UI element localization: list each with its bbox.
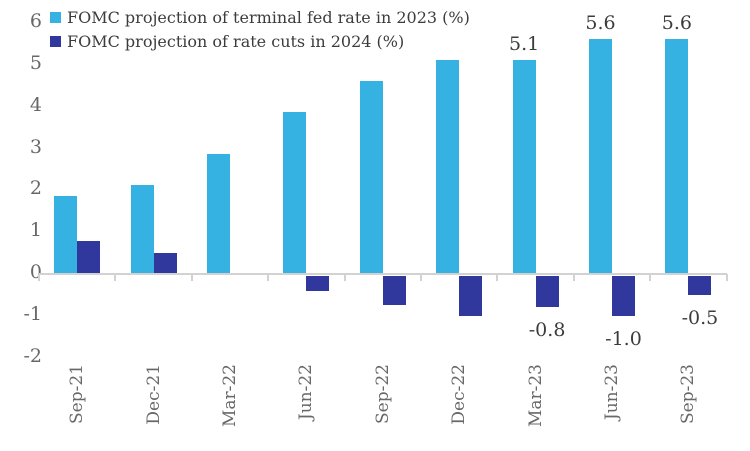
x-axis-tick-mark: [267, 274, 270, 281]
legend: FOMC projection of terminal fed rate in …: [50, 5, 470, 53]
bar-terminal-rate: [283, 112, 307, 274]
y-tick-label: 2: [29, 177, 42, 200]
y-tick-label: 4: [29, 93, 42, 116]
legend-item-rate-cuts: FOMC projection of rate cuts in 2024 (%): [50, 29, 470, 53]
x-axis-category-text: Dec-22: [449, 364, 470, 425]
y-tick-label: -1: [23, 302, 42, 325]
bar-value-label: 5.1: [508, 32, 540, 55]
x-axis-category-label: Sep-23: [677, 364, 699, 430]
legend-label-terminal-rate: FOMC projection of terminal fed rate in …: [67, 7, 470, 27]
y-tick-label: 5: [29, 52, 42, 74]
bar-value-label: 5.6: [585, 11, 616, 34]
x-axis-category-label: Mar-22: [219, 364, 241, 430]
x-axis-tick-mark: [114, 274, 117, 281]
legend-item-terminal-rate: FOMC projection of terminal fed rate in …: [50, 5, 470, 29]
x-axis-tick-mark: [496, 274, 499, 281]
x-axis-category-text: Dec-21: [143, 364, 164, 425]
bar-terminal-rate: [359, 80, 383, 274]
x-axis-tick-mark: [38, 274, 40, 281]
x-axis-category-label: Mar-23: [525, 364, 547, 430]
bar-rate-cuts: [77, 240, 101, 274]
bar-value-label: -0.8: [528, 319, 566, 342]
bar-rate-cuts: [535, 276, 559, 308]
y-tick-label: 6: [29, 10, 42, 33]
bar-terminal-rate: [589, 38, 612, 274]
bar-terminal-rate: [665, 38, 689, 274]
x-axis-category-label: Dec-22: [448, 364, 470, 430]
legend-swatch-rate-cuts-icon: [50, 35, 61, 47]
bar-rate-cuts: [306, 276, 330, 291]
x-axis-category-text: Sep-22: [372, 364, 393, 424]
x-axis-category-text: Jun-22: [296, 364, 317, 421]
bar-terminal-rate: [130, 185, 154, 274]
x-axis-line: [39, 273, 727, 275]
bar-rate-cuts: [153, 253, 177, 274]
x-axis-tick-mark: [725, 274, 728, 281]
bar-terminal-rate: [512, 59, 536, 274]
bar-value-label: 5.6: [661, 11, 692, 34]
x-axis-category-label: Jun-22: [295, 364, 317, 430]
x-axis-category-label: Jun-23: [601, 364, 623, 430]
legend-swatch-terminal-rate-icon: [50, 11, 61, 23]
x-axis-tick-mark: [343, 274, 346, 281]
bar-value-label: -0.5: [681, 306, 719, 329]
x-axis-category-label: Sep-22: [372, 364, 394, 430]
x-axis-category-text: Jun-23: [602, 364, 622, 421]
x-axis-category-text: Mar-22: [220, 364, 240, 428]
x-axis-category-text: Mar-23: [525, 364, 546, 428]
x-axis-category-text: Sep-23: [678, 364, 699, 424]
bar-terminal-rate: [436, 59, 460, 274]
x-axis-tick-mark: [649, 274, 652, 281]
bar-terminal-rate: [54, 195, 78, 274]
y-tick-label: 3: [29, 135, 42, 158]
bar-rate-cuts: [688, 276, 712, 295]
bar-rate-cuts: [459, 276, 483, 316]
x-axis-tick-mark: [190, 274, 193, 281]
x-axis-category-label: Dec-21: [143, 364, 165, 430]
bar-rate-cuts: [612, 276, 635, 316]
y-tick-label: 0: [29, 261, 42, 283]
bar-value-label: -1.0: [605, 327, 642, 350]
bar-terminal-rate: [207, 153, 230, 274]
x-axis-tick-mark: [572, 274, 575, 281]
bar-rate-cuts: [382, 276, 406, 306]
legend-label-rate-cuts: FOMC projection of rate cuts in 2024 (%): [67, 31, 405, 51]
x-axis-tick-mark: [420, 274, 422, 281]
y-tick-label: 1: [29, 219, 42, 242]
y-tick-label: -2: [23, 344, 42, 367]
x-axis-category-text: Sep-21: [67, 364, 88, 424]
x-axis-category-label: Sep-21: [66, 364, 88, 430]
